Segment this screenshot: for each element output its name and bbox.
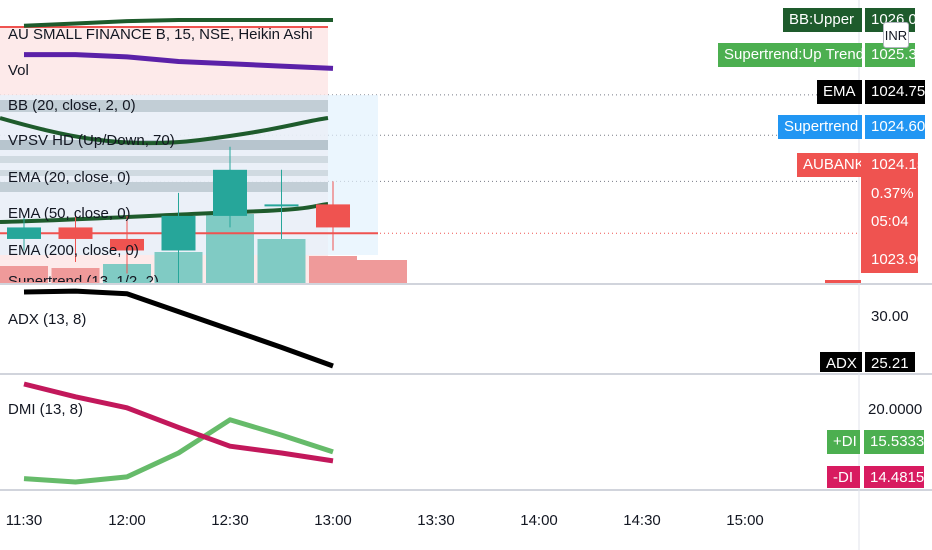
volume-bars xyxy=(0,214,407,284)
currency-button[interactable]: INR xyxy=(883,22,909,48)
minus-di-value-label: 14.4815 xyxy=(864,466,924,488)
minus-di-line xyxy=(23,381,334,464)
adx-value-label: 25.21 xyxy=(865,352,915,372)
volume-bar xyxy=(257,239,306,284)
ema-name-label: EMA xyxy=(817,80,862,104)
supertrend-line xyxy=(0,116,329,146)
dmi-pane xyxy=(23,381,334,485)
adx-axis-tick: 30.00 xyxy=(871,308,909,325)
supertrend-value-label: 1024.60 xyxy=(865,115,925,139)
candle-body xyxy=(264,204,299,207)
adx-pane xyxy=(23,288,334,369)
candle-body xyxy=(58,227,93,239)
volume-profile-row xyxy=(0,156,328,163)
dmi-axis-tick: 20.0000 xyxy=(868,401,923,418)
bb-upper-name-label: BB:Upper xyxy=(783,8,862,32)
ema-line xyxy=(24,52,334,71)
plus-di-name-label: +DI xyxy=(827,430,860,454)
candle-body xyxy=(7,227,41,239)
symbol-change-percent: 0.37% xyxy=(871,185,914,202)
legend-ema50[interactable]: EMA (50, close, 0) xyxy=(8,205,131,222)
volume-profile-row xyxy=(0,170,328,176)
minus-di-name-label: -DI xyxy=(827,466,860,488)
candle-body xyxy=(110,238,144,251)
ema-value-label: 1024.75 xyxy=(865,80,925,104)
chart-title: AU SMALL FINANCE B, 15, NSE, Heikin Ashi xyxy=(8,26,313,43)
time-axis-label: 14:30 xyxy=(623,512,661,529)
volume-bar xyxy=(0,266,48,284)
supertrend-up-name-label: Supertrend:Up Trend xyxy=(718,43,864,67)
time-axis-label: 15:00 xyxy=(726,512,764,529)
volume-profile-row xyxy=(0,100,328,112)
time-axis-label: 13:30 xyxy=(417,512,455,529)
supertrend-mark xyxy=(825,280,861,283)
legend-bb[interactable]: BB (20, close, 2, 0) xyxy=(8,97,136,114)
volume-bar xyxy=(357,260,407,284)
candles xyxy=(7,146,350,286)
legend-ema20[interactable]: EMA (20, close, 0) xyxy=(8,169,131,186)
candle-body xyxy=(161,215,196,251)
symbol-price-value: 1024.15 xyxy=(871,156,926,173)
volume-bar xyxy=(51,268,100,284)
volume-bar xyxy=(103,264,151,284)
symbol-price-box: 1024.15 0.37% 05:04 1023.90 xyxy=(861,153,925,273)
legend-dmi[interactable]: DMI (13, 8) xyxy=(8,401,84,418)
legend-vpsv[interactable]: VPSV HD (Up/Down, 70) xyxy=(8,132,175,149)
time-axis-label: 12:00 xyxy=(108,512,146,529)
adx-line xyxy=(23,288,334,369)
time-axis-label: 14:00 xyxy=(520,512,558,529)
time-axis-label: 12:30 xyxy=(211,512,249,529)
volume-profile-row xyxy=(0,140,328,150)
legend-adx[interactable]: ADX (13, 8) xyxy=(8,311,87,328)
supertrend-name-label: Supertrend xyxy=(778,115,862,139)
volume-bar xyxy=(309,256,357,284)
time-axis-label: 11:30 xyxy=(5,512,43,529)
plus-di-line xyxy=(23,417,334,485)
bar-countdown: 05:04 xyxy=(871,213,909,230)
adx-name-label: ADX xyxy=(820,352,862,372)
legend-supertrend[interactable]: Supertrend (13, 1/2, 2) xyxy=(8,273,159,282)
legend-ema200[interactable]: EMA (200, close, 0) xyxy=(8,242,139,259)
bb-upper-line xyxy=(23,18,333,28)
price-axis-low: 1023.90 xyxy=(871,251,926,268)
symbol-name-label: AUBANK xyxy=(797,153,865,177)
candle-body xyxy=(316,204,350,228)
volume-profile-row xyxy=(0,182,328,192)
time-axis-label: 13:00 xyxy=(314,512,352,529)
legend-vol[interactable]: Vol xyxy=(8,62,29,79)
candle-body xyxy=(213,169,247,216)
plus-di-value-label: 15.5333 xyxy=(864,430,924,454)
